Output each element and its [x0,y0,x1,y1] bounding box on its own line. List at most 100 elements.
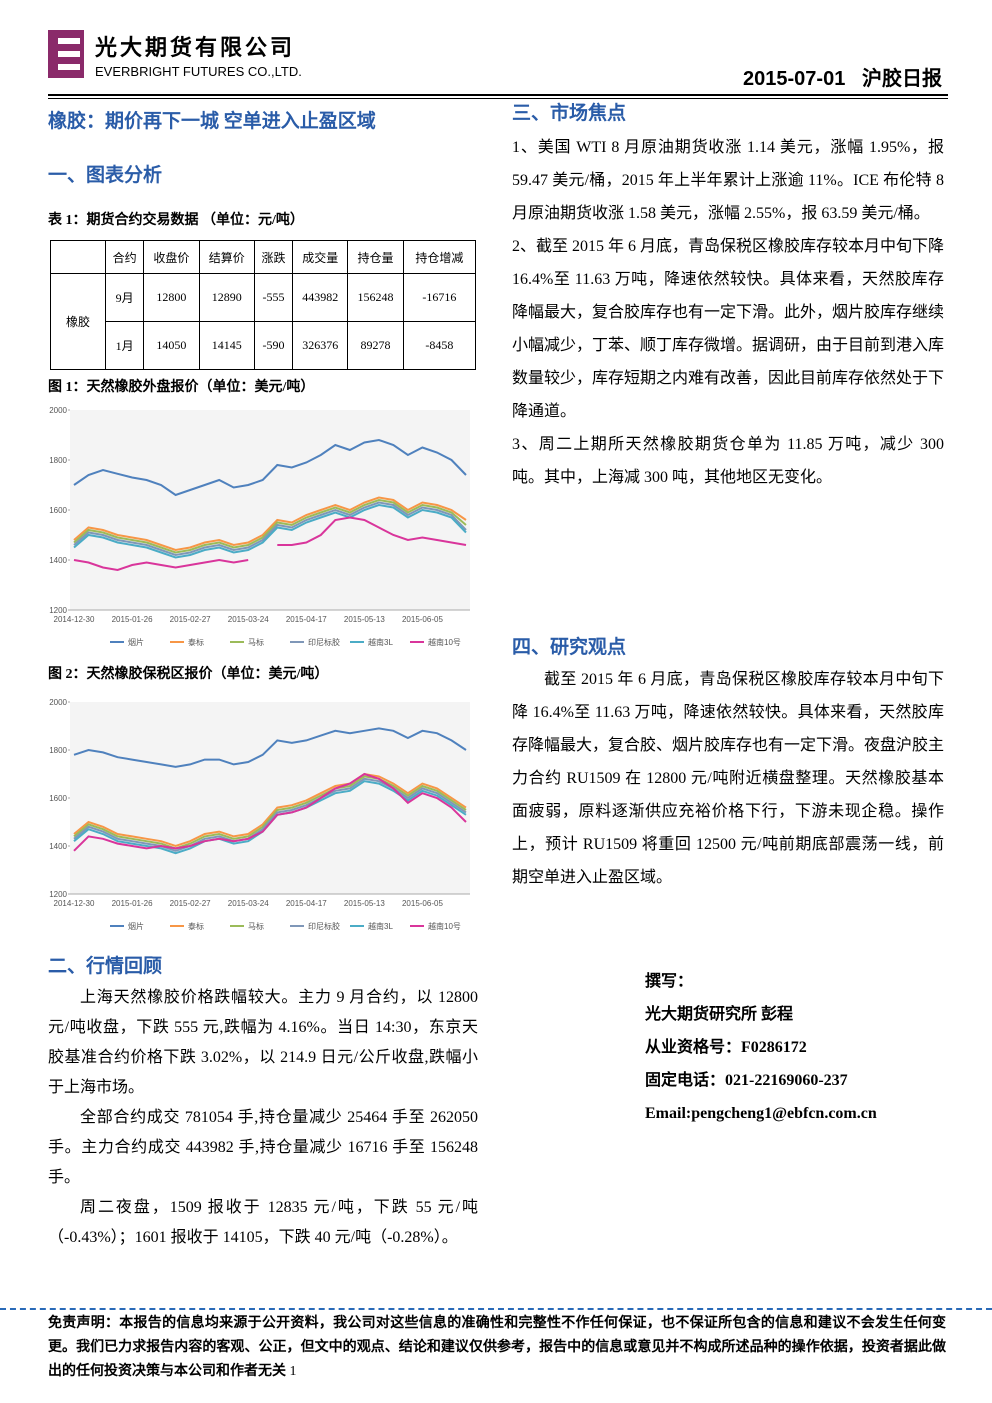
y-tick-label: 1600 [49,794,67,803]
legend-label: 印尼标胶 [308,637,340,647]
header-rule [48,94,948,99]
footer: 免责声明：本报告的信息均来源于公开资料，我公司对这些信息的准确性和完整性不作任何… [48,1312,946,1384]
paragraph: 3、周二上期所天然橡胶期货仓单为 11.85 万吨，减少 300 吨。其中，上海… [512,436,944,486]
x-tick-label: 2014-12-30 [54,899,95,908]
cell: 14145 [198,321,255,370]
legend-label: 越南10号 [428,637,461,647]
author-line: 光大期货研究所 彭程 [645,1006,794,1023]
th: 结算价 [198,240,255,274]
line [73,772,467,848]
cell: 326376 [292,321,349,370]
cell: 1月 [104,321,145,370]
section-body: 1、美国 WTI 8 月原油期货收涨 1.14 美元，涨幅 1.95%，报 59… [512,131,944,494]
x-tick-label: 2015-04-17 [286,899,327,908]
author-block: 撰写： 光大期货研究所 彭程 从业资格号：F0286172 固定电话：021-2… [645,965,877,1130]
line [73,727,467,768]
cell: 12890 [198,273,255,322]
x-tick-label: 2015-03-24 [228,899,269,908]
legend-label: 印尼标胶 [308,921,340,931]
chart-title: 图 2：天然橡胶保税区报价（单位：美元/吨） [48,667,329,682]
legend-label: 越南10号 [428,921,461,931]
section-title: 三、市场焦点 [512,103,627,124]
y-tick-label: 1200 [49,890,67,899]
company-en: EVERBRIGHT FUTURES CO.,LTD. [95,64,302,79]
table-caption: 表 1：期货合约交易数据 （单位：元/吨） [48,213,304,228]
y-tick-label: 1400 [49,842,67,851]
legend-label: 越南3L [368,637,393,647]
x-tick-label: 2014-12-30 [54,615,95,624]
paragraph: 1、美国 WTI 8 月原油期货收涨 1.14 美元，涨幅 1.95%，报 59… [512,139,944,222]
group: 橡胶 [50,273,106,370]
chart-title: 图 1：天然橡胶外盘报价（单位：美元/吨） [48,380,315,395]
line [73,777,467,852]
cell: -16716 [402,273,477,322]
legend-label: 马标 [248,921,264,931]
disclaimer: 免责声明：本报告的信息均来源于公开资料，我公司对这些信息的准确性和完整性不作任何… [48,1316,946,1379]
th: 持仓量 [347,240,404,274]
section-body: 截至 2015 年 6 月底，青岛保税区橡胶库存较本月中旬下降 16.4%至 1… [512,663,944,894]
cell: -8458 [402,321,477,370]
th: 合约 [104,240,145,274]
legend-label: 烟片 [128,921,144,931]
x-tick-label: 2015-06-05 [402,615,443,624]
paragraph: 全部合约成交 781054 手,持仓量减少 25464 手至 262050 手。… [48,1109,478,1186]
author-line: 固定电话：021-22169060-237 [645,1072,848,1089]
author-line: 撰写： [645,973,694,990]
th: 涨跌 [253,240,294,274]
data-table: 合约 收盘价 结算价 涨跌 成交量 持仓量 持仓增减 橡胶 9月 12800 12890 -555… [50,240,477,370]
x-tick-label: 2015-03-24 [228,615,269,624]
paragraph: 周二夜盘，1509 报收于 12835 元/吨，下跌 55 元/吨（-0.43%… [48,1199,478,1246]
th: 成交量 [292,240,349,274]
cell: -555 [253,273,294,322]
y-tick-label: 1400 [49,556,67,565]
section-title: 一、图表分析 [48,165,163,186]
y-tick-label: 1200 [49,606,67,615]
legend-label: 越南3L [368,921,393,931]
y-tick-label: 1800 [49,456,67,465]
x-tick-label: 2015-01-26 [112,615,153,624]
headline: 橡胶：期价再下一城 空单进入止盈区域 [48,111,376,132]
x-tick-label: 2015-02-27 [170,899,211,908]
x-tick-label: 2015-05-13 [344,899,385,908]
line [73,516,467,572]
author-line: Email:pengcheng1@ebfcn.com.cn [645,1105,877,1122]
y-tick-label: 2000 [49,698,67,707]
chart: 1200 1400 1600 1800 2000 2014-12-30 2015-01-26… [49,406,470,647]
legend-label: 泰标 [188,637,204,647]
company-cn: 光大期货有限公司 [95,35,296,60]
line [73,775,467,850]
x-tick-label: 2015-06-05 [402,899,443,908]
section-body: 上海天然橡胶价格跌幅较大。主力 9 月合约，以 12800 元/吨收盘，下跌 5… [48,983,478,1253]
cell: 89278 [347,321,404,370]
report-head: 2015-07-01 沪胶日报 [743,62,942,91]
cell: 156248 [347,273,404,322]
th: 收盘价 [143,240,200,274]
logo [48,30,84,78]
section-title: 二、行情回顾 [48,956,163,977]
paragraph: 2、截至 2015 年 6 月底，青岛保税区橡胶库存较本月中旬下降 16.4%至… [512,238,945,420]
line [73,772,467,852]
chart: 1200 1400 1600 1800 2000 2014-12-30 2015-01-26… [49,698,470,931]
y-tick-label: 1800 [49,746,67,755]
y-tick-label: 1600 [49,506,67,515]
report-name: 沪胶日报 [862,68,942,90]
cell: 12800 [143,273,200,322]
cell: -590 [253,321,294,370]
cell: 9月 [104,273,145,322]
line [73,503,467,559]
x-tick-label: 2015-05-13 [344,615,385,624]
x-tick-label: 2015-04-17 [286,615,327,624]
cell: 14050 [143,321,200,370]
y-tick-label: 2000 [49,406,67,415]
line [73,498,467,554]
cell: 443982 [292,273,349,322]
footer-rule [0,1308,992,1310]
line [73,438,467,497]
legend-label: 烟片 [128,637,144,647]
line [73,496,467,552]
th: 持仓增减 [402,240,477,274]
section-title: 四、研究观点 [512,637,627,658]
legend-label: 泰标 [188,921,204,931]
paragraph: 截至 2015 年 6 月底，青岛保税区橡胶库存较本月中旬下降 16.4%至 1… [512,671,945,886]
